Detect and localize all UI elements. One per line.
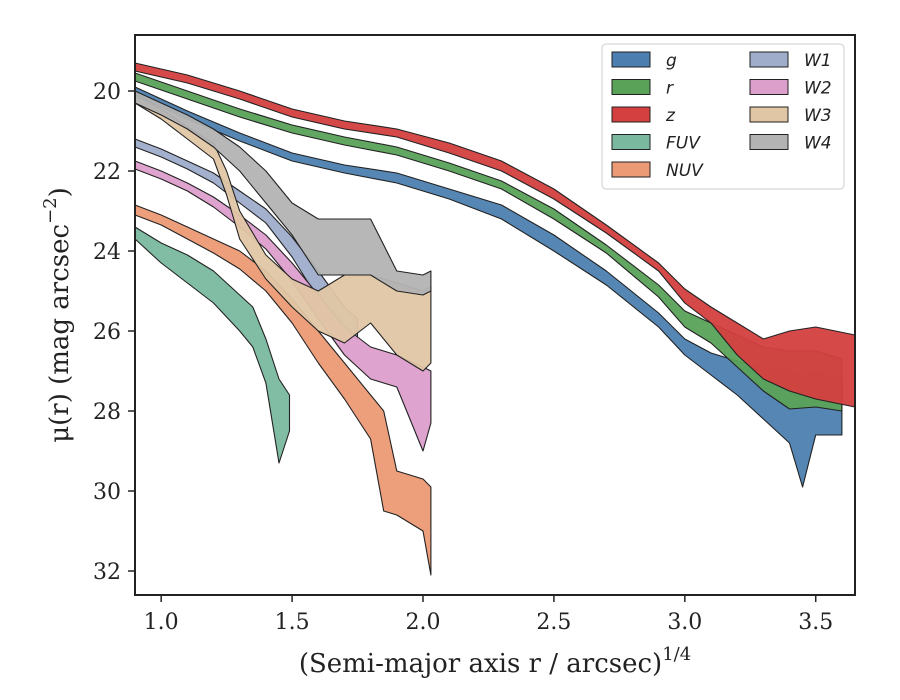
- legend-label-w1: W1: [804, 51, 832, 71]
- band-g: [134, 86, 843, 488]
- band-fuv: [134, 226, 291, 464]
- legend-swatch-w4: [749, 134, 789, 150]
- band-w2: [134, 160, 432, 452]
- axis-ticks: 1.0 1.5 2.0 2.5 3.0 3.5 20 22 24 26 28 30 32: [93, 80, 833, 635]
- legend-swatch-r: [611, 79, 651, 95]
- y-tick-label: 32: [93, 560, 121, 585]
- x-tick-label: 3.0: [667, 610, 702, 635]
- legend-swatch-z: [611, 106, 651, 123]
- legend-swatch-fuv: [611, 134, 651, 150]
- band-w4: [134, 90, 432, 296]
- y-tick-label: 30: [93, 480, 121, 505]
- legend-label-w2: W2: [804, 79, 832, 99]
- legend-label-w3: W3: [804, 106, 832, 126]
- legend-swatch-w2: [749, 79, 789, 95]
- legend-label-z: z: [665, 106, 676, 126]
- legend-label-w4: W4: [804, 134, 832, 154]
- legend-label-fuv: FUV: [666, 134, 701, 154]
- legend-label-nuv: NUV: [666, 161, 704, 181]
- y-tick-label: 28: [93, 400, 121, 425]
- chart-legend: grz FUV NUV W1 W2 W3 W4: [601, 43, 845, 190]
- x-tick-label: 1.0: [144, 610, 179, 635]
- band-w3: [134, 94, 432, 372]
- y-tick-label: 22: [93, 160, 121, 185]
- x-tick-label: 3.5: [798, 610, 833, 635]
- x-tick-label: 1.5: [275, 610, 310, 635]
- y-tick-label: 24: [93, 240, 121, 265]
- legend-swatch-w1: [749, 51, 789, 68]
- x-tick-label: 2.0: [406, 610, 441, 635]
- legend-swatch-g: [611, 51, 651, 68]
- x-tick-label: 2.5: [536, 610, 571, 635]
- legend-swatch-w3: [749, 106, 789, 123]
- legend-label-g: g: [666, 51, 677, 71]
- legend-swatch-nuv: [611, 161, 651, 178]
- plot-frame: [134, 34, 856, 596]
- legend-label-r: r: [666, 79, 674, 99]
- y-axis-label: μ(r) (mag arcsec−2): [40, 187, 75, 443]
- y-tick-label: 20: [93, 80, 121, 105]
- series-bands: [134, 62, 856, 576]
- x-axis-label: (Semi-major axis r / arcsec)1/4: [299, 644, 691, 679]
- y-tick-label: 26: [93, 320, 121, 345]
